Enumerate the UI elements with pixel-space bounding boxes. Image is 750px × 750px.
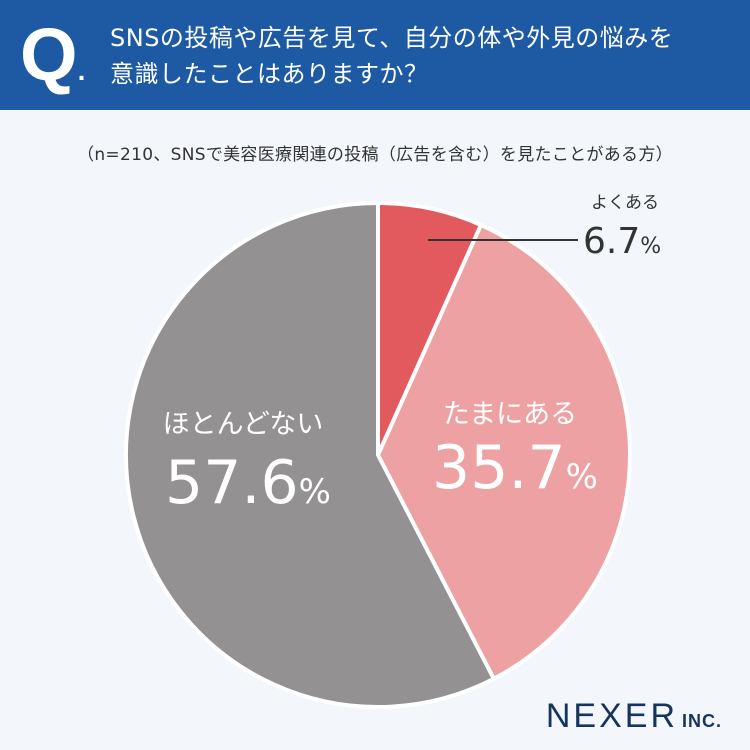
slice-value-sometimes-unit: % [566,457,598,497]
slice-value-sometimes: 35.7% [432,433,598,503]
question-header: Q. SNSの投稿や広告を見て、自分の体や外見の悩みを 意識したことはありますか… [0,0,750,110]
pie-slices [123,201,632,709]
pie-slice-often [376,201,483,457]
slice-value-sometimes-number: 35.7 [432,433,566,503]
slice-value-often-number: 6.7 [583,221,640,262]
logo-suffix: INC. [682,711,722,731]
sample-note: （n=210、SNSで美容医療関連の投稿（広告を含む）を見たことがある方） [77,145,673,165]
slice-value-often: 6.7% [583,221,661,262]
slice-label-often: よくある [591,193,659,213]
q-dot: . [77,55,86,86]
slice-value-rarely-number: 57.6 [165,448,299,518]
q-letter: Q [20,13,78,96]
pie-slice-rarely [123,201,496,709]
slice-value-often-unit: % [640,234,661,259]
question-text: SNSの投稿や広告を見て、自分の体や外見の悩みを 意識したことはありますか？ [110,20,730,92]
q-mark: Q. [20,12,85,98]
slice-label-sometimes: たまにある [443,399,577,430]
slice-value-rarely: 57.6% [165,448,331,518]
question-line-1: SNSの投稿や広告を見て、自分の体や外見の悩みを [110,24,674,52]
slice-label-rarely: ほとんどない [163,409,324,440]
pie-slice-sometimes [376,223,632,681]
nexer-logo: NEXER INC. [546,697,722,736]
question-line-2: 意識したことはありますか？ [110,60,429,88]
logo-name: NEXER [545,697,678,735]
slice-value-rarely-unit: % [299,472,331,512]
